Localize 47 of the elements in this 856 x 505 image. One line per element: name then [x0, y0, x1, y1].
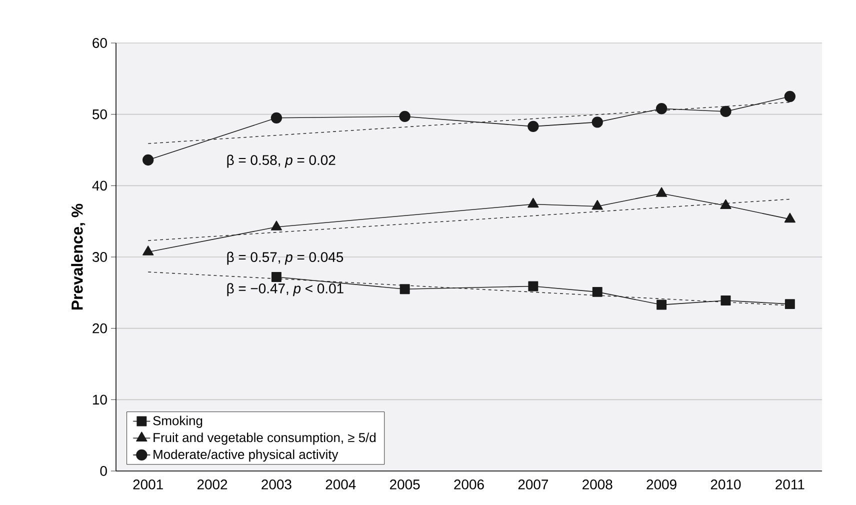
point: [720, 296, 731, 306]
point: [592, 200, 603, 210]
x-tick-label: 2006: [454, 480, 484, 490]
point: [784, 299, 795, 310]
y-tick-label: 60: [92, 38, 107, 48]
y-tick-label: 20: [92, 323, 107, 334]
y-axis-title: Prevalence, %: [71, 204, 86, 310]
point: [399, 110, 410, 122]
point: [592, 286, 602, 297]
point: [784, 90, 796, 102]
point: [656, 187, 668, 197]
annotation: β = −0.47, p < 0.01: [227, 283, 344, 296]
x-tick-label: 2005: [390, 480, 420, 490]
y-tick-label: 30: [92, 252, 107, 262]
point: [528, 281, 538, 292]
point: [528, 120, 539, 132]
point: [592, 116, 603, 128]
point: [528, 198, 539, 208]
y-tick-label: 50: [92, 109, 107, 120]
x-tick-label: 2011: [776, 480, 804, 490]
point: [270, 220, 282, 230]
annotation: β = 0.57, p = 0.045: [227, 252, 344, 265]
x-tick-label: 2002: [197, 480, 228, 490]
x-tick-label: 2001: [133, 480, 163, 490]
x-tick-label: 2003: [262, 480, 292, 490]
point: [142, 154, 154, 166]
x-tick-label: 2009: [646, 480, 676, 490]
point: [720, 199, 732, 210]
y-tick-label: 10: [93, 394, 107, 405]
point: [271, 272, 282, 282]
y-tick-label: 40: [92, 180, 107, 191]
point: [656, 103, 668, 114]
point: [142, 246, 154, 256]
legend-label: Fruit and vegetable consumption, ≥ 5/d: [154, 432, 376, 445]
x-tick-label: 2008: [582, 480, 612, 490]
x-tick-label: 2010: [710, 480, 741, 490]
point: [720, 106, 732, 118]
annotation: β = 0.58, p = 0.02: [227, 154, 336, 168]
x-tick-label: 2004: [326, 480, 356, 490]
legend-label: Moderate/active physical activity: [154, 450, 338, 462]
point: [656, 300, 667, 310]
point: [784, 212, 796, 223]
x-tick-label: 2007: [518, 480, 548, 490]
point: [270, 112, 282, 124]
legend-label: Smoking: [153, 416, 202, 428]
point: [400, 284, 410, 294]
y-tick-label: 0: [100, 466, 107, 476]
